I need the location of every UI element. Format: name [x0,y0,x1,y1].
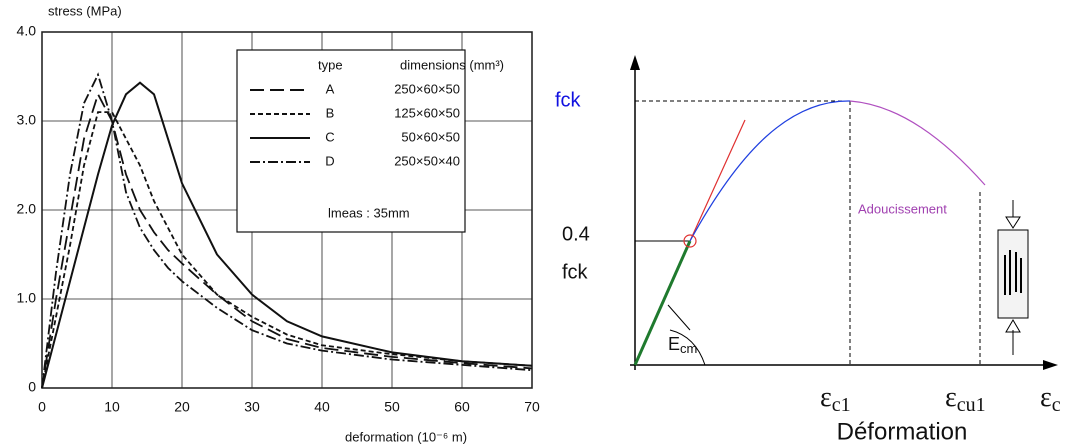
x-tick-label: 0 [38,399,46,415]
legend-box [236,49,466,233]
y-tick-label: 0 [28,379,36,395]
y-tick-label: 3.0 [17,112,37,128]
legend-dimensions: 250×50×40 [394,153,460,168]
leader [667,304,691,331]
subscript: cm [680,341,697,356]
legend-dimensions: 250×60×50 [394,81,460,96]
x-tick-label: 40 [314,399,330,415]
diagram-x-label: Déformation [837,418,968,445]
symbol: ε [1040,382,1052,413]
y-tick-label: 2.0 [17,201,37,217]
fck-label: fck [555,89,582,111]
symbol: ε [945,382,957,413]
x-axis-label: deformation (10⁻⁶ m) [345,429,467,444]
legend-header: type [318,57,343,72]
series-line [41,81,533,389]
marker [683,234,697,248]
diagram [630,55,1058,370]
symbol: ε [820,382,832,413]
modulus-label: Ecm [668,334,697,357]
legend-dimensions: 125×60×50 [394,105,460,120]
eps-label: εc [1040,382,1061,415]
x-tick-label: 20 [174,399,190,415]
legend-header: dimensions (mm³) [400,57,504,72]
legend-label: D [325,153,334,168]
series-line [41,111,533,389]
eps-label: εc1 [820,382,851,415]
y-tick-label: 1.0 [17,290,37,306]
angle-arc [669,329,706,366]
series-line [41,91,533,389]
arrow [1043,360,1058,370]
x-tick-label: 30 [244,399,260,415]
x-tick-label: 70 [524,399,540,415]
softening-label: Adoucissement [858,201,947,216]
legend-label: C [325,129,334,144]
subscript: c [1052,394,1061,416]
low-label: 0.4 [562,223,590,245]
eps-label: εcu1 [945,382,986,415]
softening-curve [849,100,986,186]
rising-curve [689,100,851,242]
x-tick-label: 10 [104,399,120,415]
legend-label: B [326,105,335,120]
tangent-line [689,119,746,242]
legend-label: A [326,81,335,96]
arrow [630,55,640,70]
y-tick-label: 4.0 [17,23,37,39]
x-tick-label: 60 [454,399,470,415]
y-axis-label: stress (MPa) [48,3,122,18]
legend-dimensions: 50×60×50 [401,129,460,144]
subscript: cu1 [957,394,986,416]
specimen [997,200,1029,355]
x-tick-label: 50 [384,399,400,415]
low-label: fck [562,261,589,283]
legend-note: lmeas : 35mm [328,205,410,220]
series-line [41,72,533,389]
subscript: c1 [832,394,851,416]
symbol: E [668,334,680,354]
elastic-line [633,240,692,366]
